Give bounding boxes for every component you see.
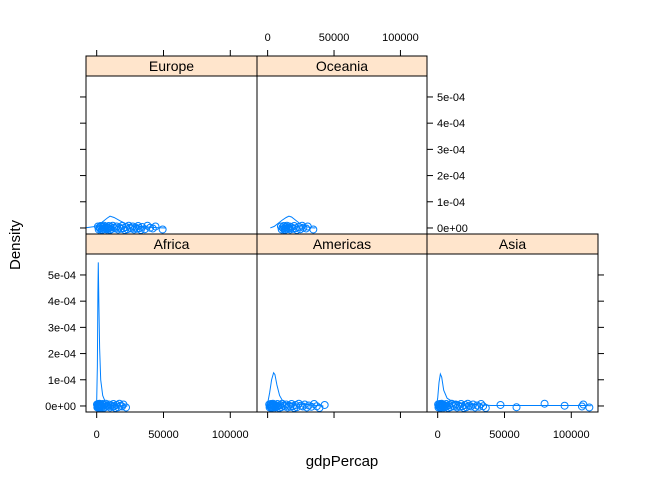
point-oceania: [298, 221, 307, 230]
point-europe: [138, 222, 147, 231]
point-oceania: [290, 221, 299, 230]
point-europe: [158, 225, 167, 234]
point-americas: [320, 400, 329, 409]
panel-africa: Africa: [85, 233, 258, 413]
x-tick-label: 100000: [553, 429, 590, 441]
point-oceania: [294, 222, 303, 231]
panel-frame-americas: [256, 253, 428, 413]
strip-label-oceania: Oceania: [316, 58, 368, 74]
point-europe: [148, 224, 157, 233]
x-tick-label: 50000: [489, 429, 520, 441]
point-americas: [291, 400, 300, 409]
y-tick-label: 1e-04: [48, 375, 76, 387]
point-africa: [115, 399, 124, 408]
point-africa: [122, 403, 131, 412]
point-asia: [496, 400, 505, 409]
x-axis-title: gdpPercap: [306, 453, 379, 470]
point-asia: [473, 401, 482, 410]
series-asia: [434, 372, 594, 412]
y-tick-label: 5e-04: [48, 270, 76, 282]
density-line-africa: [94, 262, 128, 407]
panel-oceania: Oceania: [256, 55, 428, 235]
y-tick-label: 4e-04: [437, 118, 465, 130]
point-asia: [467, 402, 476, 411]
point-americas: [298, 402, 307, 411]
y-tick-label: 0e+00: [45, 401, 76, 413]
y-tick-label: 4e-04: [48, 296, 76, 308]
y-tick-label: 0e+00: [437, 223, 468, 235]
y-axis-title: Density: [7, 219, 24, 270]
panels-layer: Europe Oceania Africa Americas Asia: [85, 55, 599, 413]
strip-label-africa: Africa: [154, 236, 190, 252]
point-americas: [302, 403, 311, 412]
point-europe: [151, 222, 160, 231]
point-europe: [106, 225, 115, 234]
point-americas: [310, 399, 319, 408]
y-tick-label: 1e-04: [437, 197, 465, 209]
series-africa: [93, 262, 131, 412]
x-tick-label: 50000: [319, 32, 350, 44]
panel-americas: Americas: [256, 233, 428, 413]
strip-label-americas: Americas: [313, 236, 371, 252]
x-tick-label: 100000: [382, 32, 419, 44]
point-asia: [512, 403, 521, 412]
point-asia: [481, 403, 490, 412]
point-asia: [540, 399, 549, 408]
panel-frame-africa: [85, 253, 258, 413]
point-asia: [477, 399, 486, 408]
y-tick-label: 3e-04: [437, 144, 465, 156]
panel-asia: Asia: [426, 233, 599, 413]
x-tick-label: 0: [435, 429, 441, 441]
axes-layer: 0 50000 100000 0 50000 100000 0 50000 100000 0e+0…: [45, 32, 604, 441]
series-europe: [86, 215, 167, 234]
density-line-europe: [86, 215, 167, 229]
point-oceania: [309, 225, 318, 234]
x-tick-label: 100000: [212, 429, 249, 441]
x-tick-label: 50000: [148, 429, 179, 441]
point-asia: [560, 401, 569, 410]
panel-frame-oceania: [256, 75, 428, 235]
x-tick-label: 0: [265, 32, 271, 44]
panel-frame-europe: [85, 75, 258, 235]
series-americas: [265, 371, 329, 412]
point-americas: [277, 403, 286, 412]
series-oceania: [270, 215, 318, 234]
y-tick-label: 2e-04: [437, 171, 465, 183]
point-asia: [471, 403, 480, 412]
point-asia: [577, 402, 586, 411]
density-line-oceania: [270, 215, 316, 229]
y-tick-label: 5e-04: [437, 92, 465, 104]
point-africa: [118, 402, 127, 411]
strip-label-europe: Europe: [149, 58, 194, 74]
point-americas: [307, 402, 316, 411]
x-tick-label: 0: [94, 429, 100, 441]
y-tick-label: 2e-04: [48, 349, 76, 361]
panel-frame-asia: [426, 253, 599, 413]
point-asia: [585, 403, 594, 412]
y-tick-label: 3e-04: [48, 322, 76, 334]
strip-label-asia: Asia: [499, 236, 526, 252]
point-europe: [134, 221, 143, 230]
panel-europe: Europe: [85, 55, 258, 235]
point-americas: [294, 399, 303, 408]
